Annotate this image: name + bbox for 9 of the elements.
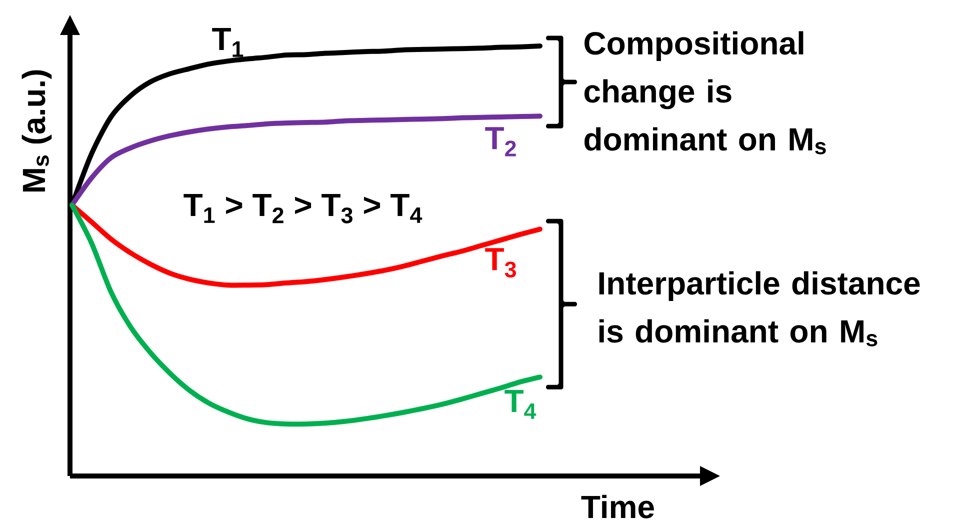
series-label: T$_{2}$ [485,127,516,156]
series-label: T$_{3}$ [485,248,516,278]
series-label: T$_{4}$ [504,390,536,419]
annotation: T$_{1}$ > T$_{2}$ > T$_{3}$ > T$_{4}$ [184,194,422,224]
series-label: T$_{1}$ [212,28,244,57]
y-axis-title: M$_{s}$ (a.u.) [22,70,52,192]
x-axis-title: Time [581,494,654,518]
text: Compositional change is dominant on M$_{s}$ [584,31,826,154]
text: Interparticle distance is dominant on M$_{s}$ [599,271,920,346]
